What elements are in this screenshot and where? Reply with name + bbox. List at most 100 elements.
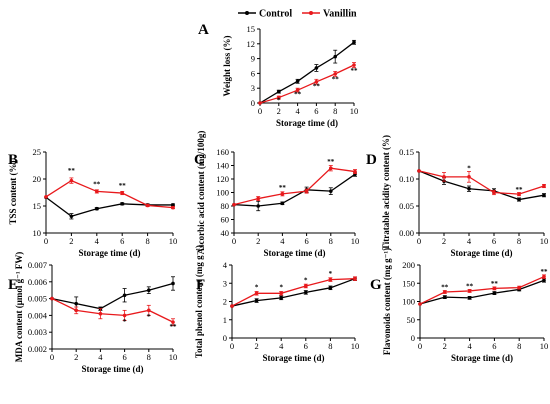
x-tick-label: 8 [145, 236, 149, 246]
series-vanillin [258, 62, 356, 105]
data-point [98, 311, 103, 316]
data-point [145, 203, 150, 208]
data-point [295, 88, 300, 92]
x-tick-label: 10 [169, 236, 178, 246]
data-point [95, 206, 99, 211]
data-point [258, 101, 262, 105]
y-tick-label: 2 [223, 297, 227, 307]
significance-mark: ** [491, 280, 499, 288]
y-tick-label: 150 [402, 278, 415, 288]
panel-a: A 0 2 4 6 8 10 0 3 6 9 12 15 Storage time (d) Weight l… [198, 22, 358, 128]
x-tick-label: 8 [517, 341, 521, 351]
data-point [295, 79, 300, 84]
data-point [314, 79, 319, 84]
significance-mark: ** [351, 67, 359, 75]
x-tick-label: 0 [417, 236, 421, 246]
panel-c: C 0 2 4 6 8 10 40 60 80 100 120 140 160 Storage time (… [194, 131, 359, 258]
significance-mark: ** [119, 182, 127, 190]
y-tick-label: 9 [251, 54, 255, 64]
y-tick-label: 3 [223, 278, 227, 288]
data-point [353, 276, 357, 281]
y-tick-label: 0 [251, 98, 255, 108]
series-control [44, 195, 175, 220]
significance-mark: * [277, 97, 281, 105]
y-tick-label: 40 [221, 228, 230, 238]
data-point [542, 278, 546, 283]
x-tick-label: 6 [492, 236, 496, 246]
panel-b: B 0 2 4 6 8 10 10 15 20 25 Storage time (d) TSS cont… [8, 147, 177, 258]
x-tick-label: 10 [540, 341, 549, 351]
y-tick-label: 0.003 [28, 327, 47, 337]
data-point [254, 291, 259, 296]
y-tick-label: 60 [221, 215, 230, 225]
data-point [328, 277, 333, 282]
data-point [279, 291, 284, 296]
significance-mark: ** [541, 268, 549, 276]
data-point [74, 301, 78, 306]
y-tick-label: 0.05 [399, 201, 414, 211]
data-point [467, 296, 472, 300]
data-point [304, 284, 308, 288]
x-tick-label: 2 [442, 236, 446, 246]
significance-mark: ** [313, 83, 321, 91]
x-tick-label: 8 [517, 236, 521, 246]
series-line [259, 41, 355, 104]
y-tick-label: 25 [33, 147, 42, 157]
x-tick-label: 0 [232, 236, 236, 246]
x-tick-label: 2 [74, 352, 78, 362]
data-point [542, 274, 546, 279]
data-point [314, 66, 319, 70]
y-tick-label: 0 [411, 333, 415, 343]
x-tick-label: 0 [50, 352, 54, 362]
significance-mark: ** [68, 167, 76, 175]
x-tick-label: 8 [328, 341, 332, 351]
significance-mark: ** [516, 186, 524, 194]
data-point [329, 189, 333, 193]
data-point [171, 205, 175, 210]
significance-mark: ** [170, 323, 178, 331]
y-axis-label: Weight loss (%) [222, 35, 232, 96]
y-tick-label: 120 [216, 174, 229, 184]
y-tick-label: 160 [216, 147, 229, 157]
data-point [517, 285, 521, 290]
y-axis-label: TSS content (%) [8, 160, 18, 224]
significance-mark: ** [466, 282, 474, 290]
data-point [542, 193, 546, 197]
x-tick-label: 2 [69, 236, 73, 246]
y-tick-label: 0.005 [28, 294, 47, 304]
series-line [233, 167, 356, 206]
significance-mark: * [123, 318, 127, 326]
legend-vanillin-marker [309, 11, 313, 15]
x-tick-label: 6 [120, 236, 124, 246]
data-point [492, 190, 496, 195]
data-point [171, 281, 175, 286]
y-tick-label: 0.004 [28, 310, 48, 320]
y-tick-label: 80 [221, 201, 230, 211]
x-tick-label: 4 [95, 236, 100, 246]
panel-e: E 0 2 4 6 8 10 0.002 0.003 0.004 0.005 0.006 0.007 St… [8, 252, 177, 374]
data-point [352, 63, 356, 67]
significance-mark: ** [93, 181, 101, 189]
data-point [443, 290, 447, 294]
significance-mark: * [467, 164, 471, 172]
x-tick-label: 6 [492, 341, 496, 351]
data-point [256, 196, 261, 201]
data-point [230, 304, 234, 308]
series-line [419, 276, 545, 305]
x-axis-label: Storage time (d) [82, 364, 144, 374]
panel-label: A [198, 22, 209, 38]
x-tick-label: 6 [314, 106, 318, 116]
series-line [51, 298, 174, 323]
series-vanillin [230, 276, 357, 308]
y-tick-label: 15 [33, 201, 42, 211]
data-point [279, 296, 284, 300]
data-point [329, 166, 333, 170]
data-point [492, 286, 497, 291]
data-point [120, 202, 124, 206]
x-tick-label: 8 [333, 106, 337, 116]
data-point [328, 286, 333, 290]
data-point [256, 204, 261, 208]
significance-mark: ** [332, 75, 340, 83]
x-tick-label: 0 [418, 341, 422, 351]
